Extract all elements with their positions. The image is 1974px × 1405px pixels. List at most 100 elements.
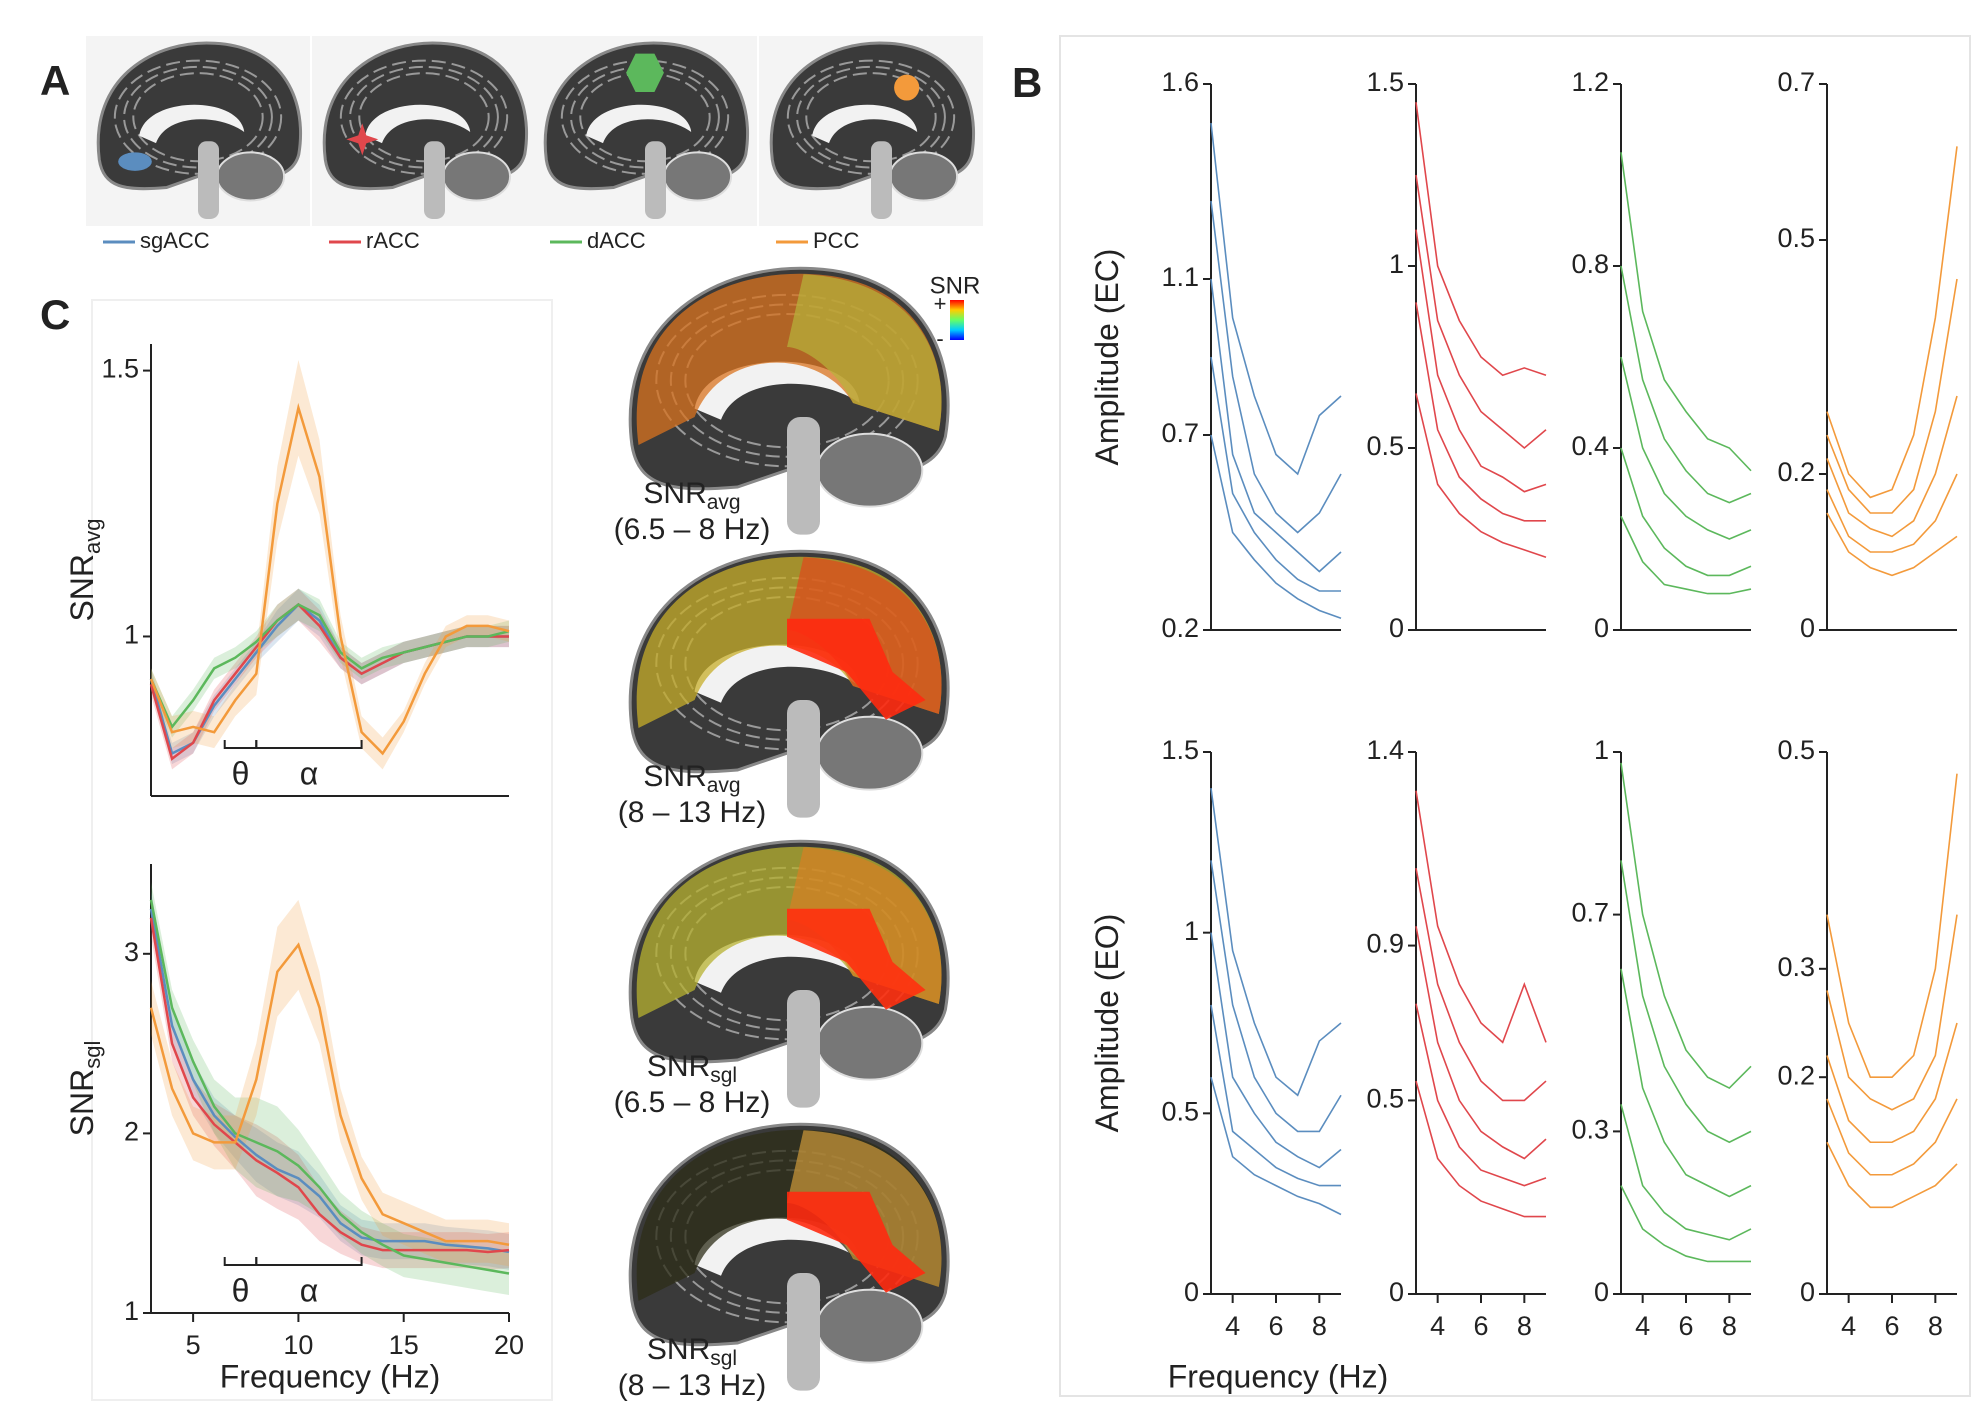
y-tick-label: 0.2 [1777, 1060, 1815, 1090]
y-tick-label: 0.5 [1366, 431, 1404, 461]
map-caption-range: (8 – 13 Hz) [618, 796, 766, 829]
error-band [151, 890, 509, 1270]
colorbar-minus: - [936, 326, 943, 351]
corpus-callosum [365, 104, 471, 144]
gyrus [570, 65, 720, 169]
brainstem [787, 990, 820, 1108]
series-line [1620, 152, 1752, 472]
y-axis-label-sub: avg [80, 518, 105, 553]
y-tick-label: 0 [1594, 613, 1609, 643]
brain-image [628, 839, 950, 1108]
map-caption-sub: avg [707, 491, 741, 514]
x-tick-label: 15 [389, 1330, 419, 1360]
x-tick-label: 8 [1312, 1311, 1327, 1341]
x-tick-label: 8 [1928, 1311, 1943, 1341]
cerebellum [888, 151, 959, 202]
legend-label: PCC [813, 228, 860, 253]
series-line [1415, 229, 1547, 493]
y-tick-label: 0 [1184, 1277, 1199, 1307]
brainstem [645, 141, 666, 219]
series-line [1210, 1004, 1341, 1187]
y-axis-label: SNRsgl [64, 1041, 104, 1137]
map-caption-range: (6.5 – 8 Hz) [614, 513, 771, 546]
corpus-callosum [586, 104, 692, 144]
y-tick-label: 0.4 [1571, 431, 1609, 461]
y-tick-label: 3 [124, 937, 139, 967]
y-axis-label-main: SNR [64, 554, 100, 622]
band-bracket [255, 740, 363, 749]
panel-c-frame [91, 299, 553, 1401]
brainstem [787, 417, 820, 535]
brain-image [543, 41, 750, 219]
band-label: θ [232, 1272, 250, 1308]
brain-image [322, 41, 529, 219]
map-caption-sub: sgl [710, 1347, 737, 1370]
series-line [149, 899, 510, 1275]
y-axis-label: Amplitude (EC) [1089, 249, 1125, 466]
y-tick-label: 0.9 [1366, 929, 1404, 959]
series-line [1210, 200, 1342, 534]
series-line [1210, 788, 1342, 1097]
region-marker [346, 123, 379, 156]
y-tick-label: 2 [124, 1117, 139, 1147]
y-tick-label: 0.2 [1161, 613, 1199, 643]
series-line [1620, 762, 1752, 1090]
colorbar-plus: + [934, 291, 947, 316]
corpus-callosum [139, 104, 245, 144]
series-line [1826, 395, 1958, 538]
brain-image [769, 41, 976, 219]
y-tick-label: 1 [1184, 916, 1199, 946]
y-tick-label: 0.7 [1161, 418, 1199, 448]
series-line [1826, 512, 1958, 577]
series-line [149, 942, 510, 1246]
series-line [1415, 1003, 1547, 1187]
x-tick-label: 5 [186, 1330, 201, 1360]
x-tick-label: 6 [1268, 1311, 1283, 1341]
corpus-callosum [812, 104, 918, 144]
map-caption: SNRsgl [647, 1333, 737, 1370]
legend-label: rACC [366, 228, 420, 253]
series-line [1826, 914, 1958, 1111]
map-caption-sub: avg [707, 774, 741, 797]
x-tick-label: 8 [1722, 1311, 1737, 1341]
brain-image [628, 549, 950, 818]
series-line [1826, 146, 1958, 499]
series-line [1620, 1185, 1751, 1263]
series-line [149, 603, 510, 730]
y-tick-label: 0.8 [1571, 249, 1609, 279]
cerebellum [815, 1005, 924, 1081]
band-bracket [223, 1257, 258, 1266]
series-line [149, 908, 510, 1254]
y-tick-label: 0.7 [1571, 898, 1609, 928]
series-line [1415, 926, 1547, 1160]
series-line [1415, 393, 1547, 558]
y-tick-label: 0 [1389, 613, 1404, 643]
y-tick-label: 1 [124, 1296, 139, 1326]
series-line [1415, 867, 1547, 1102]
brainstem [198, 141, 219, 219]
y-tick-label: 1.2 [1571, 67, 1609, 97]
series-line [1210, 356, 1341, 592]
x-tick-label: 4 [1635, 1311, 1650, 1341]
series-line [149, 917, 510, 1254]
panel-label: B [1012, 59, 1042, 106]
map-caption-main: SNR [647, 1333, 710, 1366]
brain-image [96, 41, 303, 219]
y-tick-label: 0.5 [1777, 735, 1815, 765]
legend-label: dACC [587, 228, 646, 253]
series-line [1620, 968, 1752, 1198]
y-axis-label: SNRavg [64, 518, 104, 621]
panel-b-frame [1059, 35, 1971, 1397]
x-tick-label: 10 [283, 1330, 313, 1360]
map-caption-range: (8 – 13 Hz) [618, 1369, 766, 1402]
x-tick-label: 6 [1884, 1311, 1899, 1341]
series-line [1826, 278, 1958, 514]
map-caption-range: (6.5 – 8 Hz) [614, 1086, 771, 1119]
band-label: α [300, 755, 319, 791]
region-marker [894, 74, 920, 101]
gyrus [796, 65, 946, 169]
brainstem [787, 1273, 820, 1391]
map-caption: SNRsgl [647, 1050, 737, 1087]
